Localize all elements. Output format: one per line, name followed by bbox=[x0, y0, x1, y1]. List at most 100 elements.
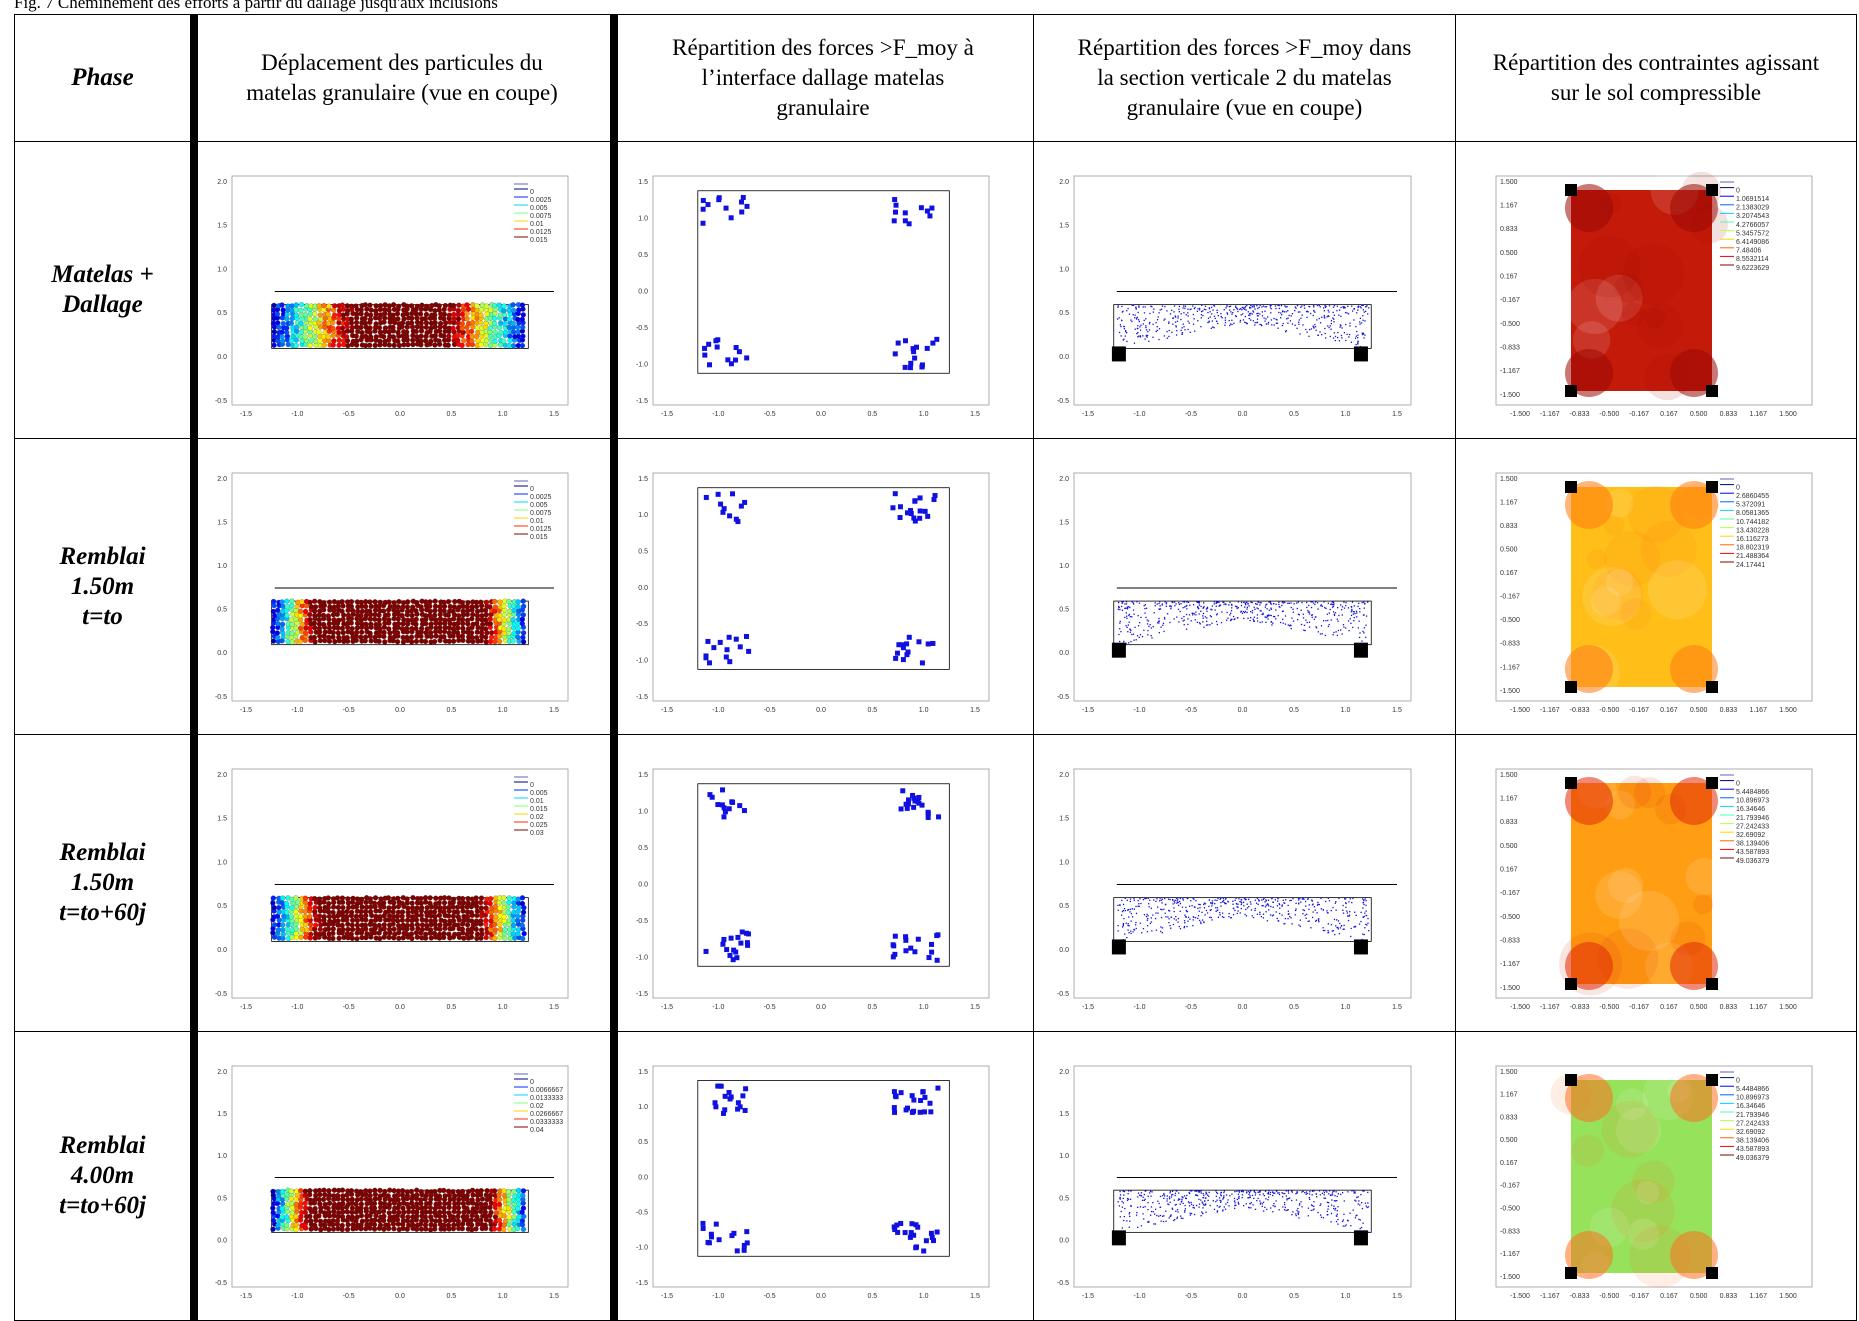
force-dot bbox=[1242, 1194, 1243, 1195]
particle bbox=[369, 919, 374, 924]
force-dot bbox=[1126, 616, 1127, 617]
force-dot bbox=[1365, 311, 1366, 312]
particle bbox=[349, 317, 354, 322]
force-dot bbox=[1205, 903, 1206, 904]
force-dot bbox=[1183, 1203, 1184, 1204]
force-dot bbox=[1208, 318, 1209, 319]
force-dot bbox=[1176, 1190, 1177, 1191]
force-dot bbox=[1306, 331, 1307, 332]
force-dot bbox=[1123, 1194, 1124, 1195]
force-point bbox=[738, 941, 743, 946]
force-point bbox=[891, 943, 896, 948]
force-point bbox=[896, 341, 901, 346]
particle bbox=[317, 1188, 322, 1193]
y-tick-label: 1.0 bbox=[638, 1104, 648, 1111]
force-dot bbox=[1122, 311, 1123, 312]
force-dot bbox=[1335, 903, 1336, 904]
particle bbox=[294, 307, 299, 312]
particle bbox=[464, 1214, 469, 1219]
particle bbox=[485, 1188, 490, 1193]
force-dot bbox=[1249, 620, 1250, 621]
y-tick-label: 1.500 bbox=[1500, 476, 1518, 483]
force-dot bbox=[1117, 925, 1118, 926]
force-dot bbox=[1325, 901, 1326, 902]
force-point bbox=[918, 1110, 923, 1115]
force-dot bbox=[1129, 1227, 1130, 1228]
particle bbox=[443, 1193, 448, 1198]
force-dot bbox=[1365, 637, 1366, 638]
force-dot bbox=[1337, 1210, 1338, 1211]
force-dot bbox=[1314, 619, 1315, 620]
force-dot bbox=[1257, 318, 1258, 319]
x-tick-label: -1.0 bbox=[1133, 707, 1145, 714]
force-dot bbox=[1347, 1191, 1348, 1192]
force-dot bbox=[1169, 1202, 1170, 1203]
particle bbox=[335, 625, 340, 630]
force-point bbox=[723, 809, 728, 814]
force-dot bbox=[1313, 327, 1314, 328]
force-dot bbox=[1360, 307, 1361, 308]
particle bbox=[331, 905, 336, 910]
x-tick-label: -0.5 bbox=[1185, 411, 1197, 418]
force-dot bbox=[1323, 620, 1324, 621]
force-dot bbox=[1281, 605, 1282, 606]
force-dot bbox=[1338, 920, 1339, 921]
particle bbox=[488, 308, 493, 313]
particle bbox=[432, 910, 437, 915]
x-tick-label: 0.5 bbox=[867, 1004, 877, 1011]
particle bbox=[303, 312, 308, 317]
force-dot bbox=[1120, 621, 1121, 622]
force-dot bbox=[1199, 1204, 1200, 1205]
force-dot bbox=[1242, 307, 1243, 308]
particle bbox=[382, 316, 387, 321]
force-point bbox=[700, 1221, 705, 1226]
force-dot bbox=[1331, 619, 1332, 620]
force-dot bbox=[1263, 899, 1264, 900]
legend-label: 43.587893 bbox=[1736, 849, 1769, 856]
particle bbox=[516, 604, 521, 609]
particle bbox=[423, 1214, 428, 1219]
particle bbox=[309, 338, 314, 343]
force-dot bbox=[1271, 319, 1272, 320]
particle bbox=[497, 600, 502, 605]
particle bbox=[369, 604, 374, 609]
particle bbox=[330, 326, 335, 331]
table-cell: 2.01.51.00.50.0-0.5-1.5-1.0-0.50.00.51.0… bbox=[192, 439, 613, 735]
y-tick-label: 0.5 bbox=[638, 845, 648, 852]
force-dot bbox=[1166, 1200, 1167, 1201]
force-dot bbox=[1298, 322, 1299, 323]
x-tick-label: -1.5 bbox=[661, 1004, 673, 1011]
y-tick-label: 0.5 bbox=[217, 310, 227, 317]
header-text: l’interface dallage matelas bbox=[702, 63, 945, 93]
force-dot bbox=[1217, 910, 1218, 911]
force-dot bbox=[1357, 337, 1358, 338]
particle bbox=[271, 1210, 276, 1215]
force-dot bbox=[1326, 910, 1327, 911]
force-dot bbox=[1128, 624, 1129, 625]
particle bbox=[295, 600, 300, 605]
force-dot bbox=[1320, 322, 1321, 323]
force-dot bbox=[1240, 912, 1241, 913]
particle bbox=[293, 617, 298, 622]
force-dot bbox=[1223, 1195, 1224, 1196]
force-dot bbox=[1190, 332, 1191, 333]
force-dot bbox=[1301, 315, 1302, 316]
force-dot bbox=[1182, 620, 1183, 621]
force-dot bbox=[1211, 328, 1212, 329]
force-dot bbox=[1323, 1217, 1324, 1218]
force-dot bbox=[1342, 1192, 1343, 1193]
force-dot bbox=[1130, 632, 1131, 633]
particle bbox=[418, 312, 423, 317]
force-dot bbox=[1191, 905, 1192, 906]
force-dot bbox=[1185, 1208, 1186, 1209]
force-dot bbox=[1352, 898, 1353, 899]
force-dot bbox=[1122, 1227, 1123, 1228]
particle bbox=[312, 609, 317, 614]
force-dot bbox=[1162, 603, 1163, 604]
particle bbox=[409, 303, 414, 308]
particle bbox=[428, 630, 433, 635]
x-tick-label: 1.5 bbox=[1392, 1293, 1402, 1300]
particle bbox=[502, 900, 507, 905]
force-dot bbox=[1143, 928, 1144, 929]
particle bbox=[506, 905, 511, 910]
